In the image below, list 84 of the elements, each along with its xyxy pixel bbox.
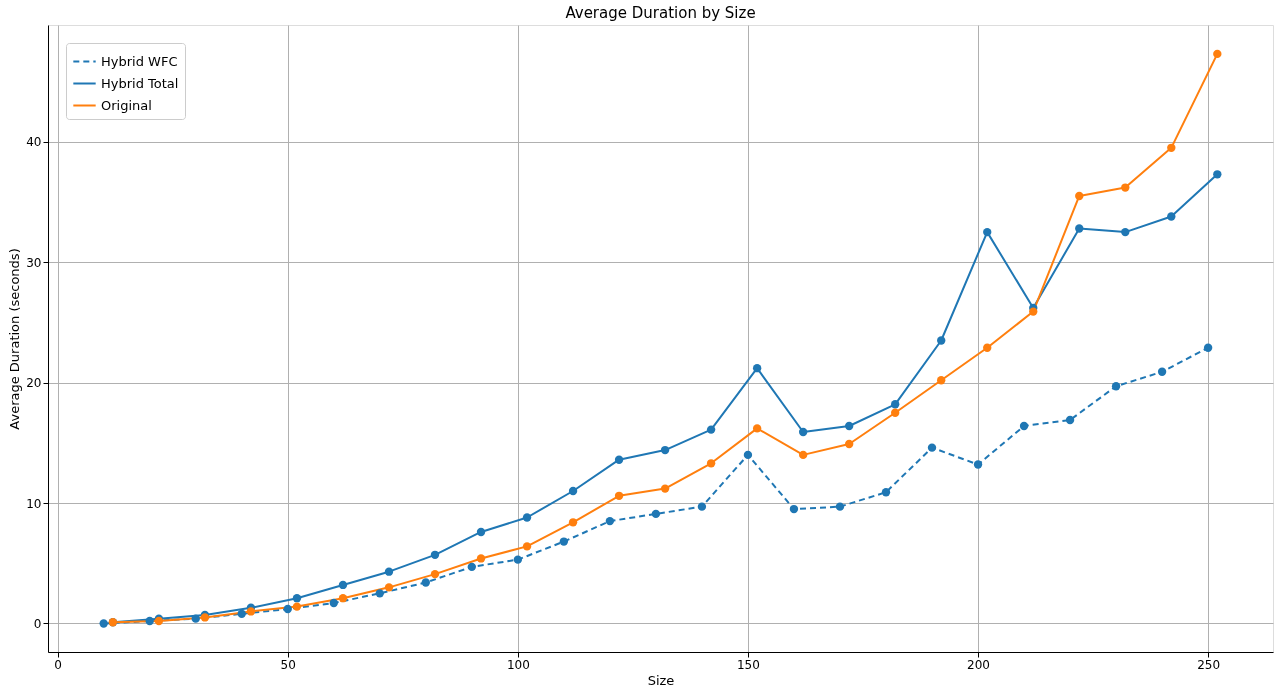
point bbox=[1121, 183, 1130, 192]
y-tick-label: 40 bbox=[26, 135, 42, 150]
x-tick-label: 150 bbox=[736, 657, 760, 672]
point bbox=[844, 439, 854, 449]
point bbox=[1167, 212, 1176, 221]
point bbox=[476, 554, 486, 563]
point bbox=[430, 550, 440, 559]
point bbox=[1065, 415, 1075, 425]
point bbox=[973, 460, 983, 469]
point bbox=[891, 408, 900, 417]
y-tick-label: 30 bbox=[26, 255, 42, 270]
point bbox=[752, 364, 762, 373]
point bbox=[375, 589, 384, 598]
point bbox=[292, 594, 302, 603]
point bbox=[789, 504, 799, 514]
x-tick-label: 100 bbox=[506, 657, 530, 672]
point bbox=[384, 567, 394, 576]
point bbox=[835, 502, 845, 511]
point bbox=[329, 598, 338, 608]
point bbox=[844, 421, 854, 431]
point bbox=[237, 609, 246, 618]
point bbox=[660, 445, 670, 455]
point bbox=[191, 614, 200, 623]
legend-label: Original bbox=[101, 97, 152, 113]
point bbox=[99, 619, 108, 628]
point bbox=[384, 583, 394, 592]
y-axis-title: Average Duration (seconds) bbox=[7, 248, 23, 430]
x-axis-title: Size bbox=[647, 672, 675, 688]
point bbox=[513, 555, 523, 564]
point bbox=[292, 602, 302, 611]
y-tick-label: 0 bbox=[33, 616, 42, 631]
point bbox=[881, 488, 891, 497]
point bbox=[927, 443, 937, 452]
point bbox=[1121, 227, 1130, 237]
point bbox=[430, 569, 440, 579]
point bbox=[1167, 143, 1176, 152]
point bbox=[1111, 382, 1121, 391]
point bbox=[1075, 224, 1084, 233]
point bbox=[697, 502, 707, 511]
point bbox=[752, 424, 762, 433]
point bbox=[1075, 191, 1084, 201]
point bbox=[706, 459, 716, 468]
point bbox=[1029, 307, 1038, 316]
legend-label: Hybrid Total bbox=[101, 75, 179, 91]
point bbox=[937, 336, 946, 345]
point bbox=[338, 580, 348, 590]
point bbox=[1213, 170, 1222, 179]
point bbox=[660, 484, 670, 493]
point bbox=[983, 227, 992, 237]
point bbox=[522, 542, 532, 551]
point bbox=[1213, 49, 1222, 59]
point bbox=[246, 607, 256, 616]
point bbox=[568, 486, 578, 496]
point bbox=[798, 450, 808, 460]
point bbox=[568, 518, 578, 527]
point bbox=[743, 450, 753, 460]
point bbox=[467, 562, 477, 572]
point bbox=[614, 491, 624, 500]
point bbox=[605, 516, 615, 526]
point bbox=[145, 616, 154, 626]
legend-label: Hybrid WFC bbox=[101, 53, 178, 69]
chart-title: Average Duration by Size bbox=[565, 4, 756, 22]
point bbox=[651, 509, 661, 519]
point bbox=[1203, 343, 1213, 352]
point bbox=[891, 400, 900, 409]
point bbox=[283, 604, 292, 614]
y-tick-label: 10 bbox=[26, 496, 42, 511]
x-tick-label: 250 bbox=[1197, 657, 1221, 672]
point bbox=[1157, 367, 1167, 376]
point bbox=[559, 537, 569, 546]
point bbox=[476, 527, 486, 537]
x-tick-label: 200 bbox=[967, 657, 990, 672]
y-tick-label: 20 bbox=[26, 376, 42, 391]
point bbox=[798, 427, 808, 437]
point bbox=[522, 513, 532, 522]
point bbox=[983, 343, 992, 352]
point bbox=[1019, 421, 1029, 431]
point bbox=[614, 455, 624, 464]
point bbox=[937, 376, 946, 385]
x-tick-label: 50 bbox=[280, 657, 296, 672]
point bbox=[706, 425, 716, 434]
x-tick-label: 0 bbox=[54, 657, 62, 672]
point bbox=[421, 578, 430, 587]
point bbox=[338, 594, 348, 603]
